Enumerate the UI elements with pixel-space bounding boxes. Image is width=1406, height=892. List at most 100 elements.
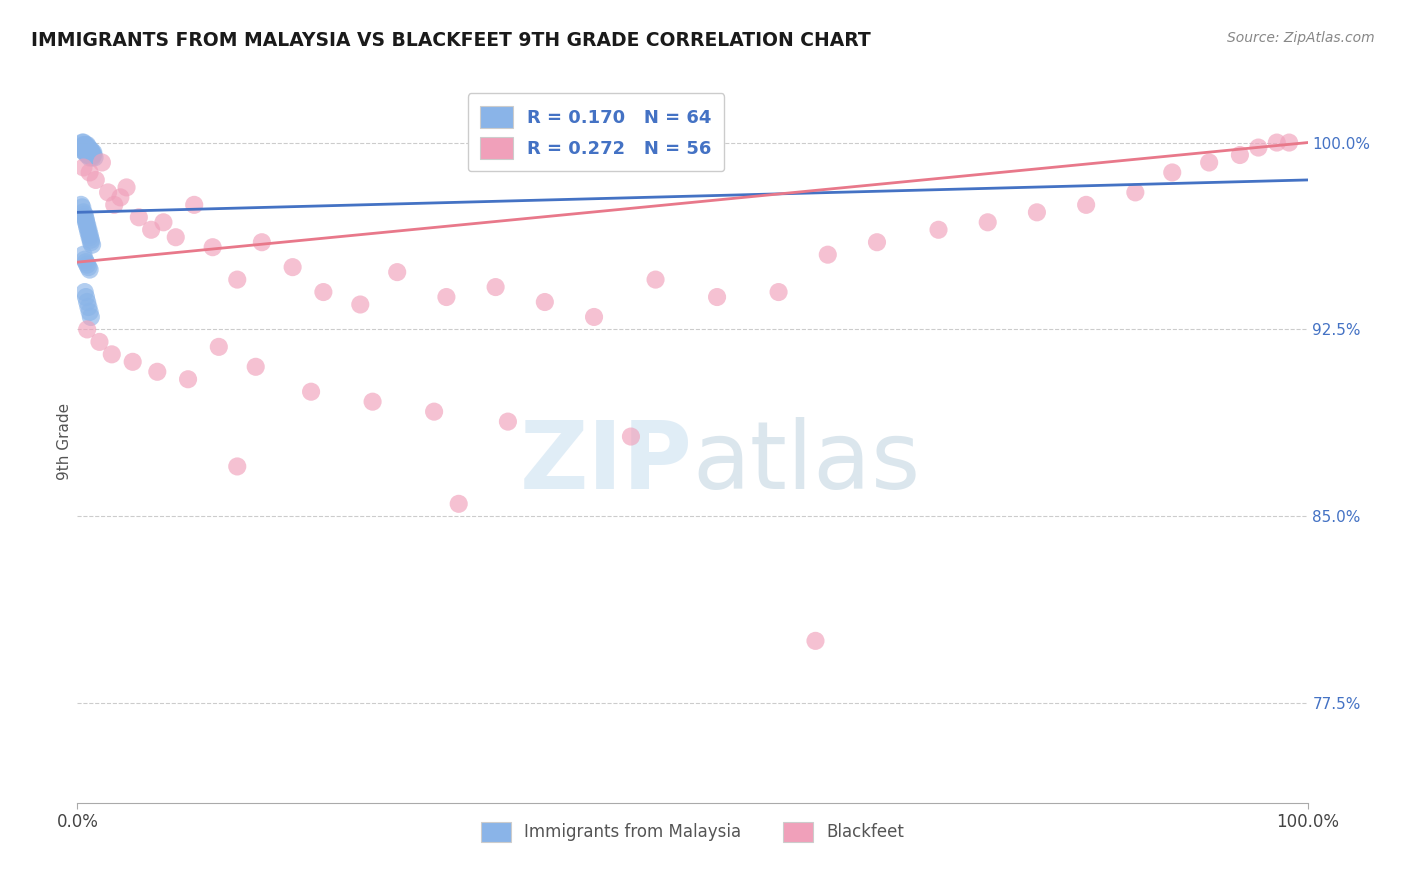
Point (70, 198, 93, 212)
Point (115, 180, 138, 194)
Point (76, 258, 98, 272)
Point (79, 148, 101, 162)
Point (583, 310, 606, 324)
Point (423, 404, 446, 418)
Point (70, 136, 93, 150)
Point (1278, 136, 1301, 150)
Point (1026, 205, 1049, 219)
Point (1076, 198, 1098, 212)
Point (75, 215, 97, 229)
Point (1265, 136, 1288, 150)
Point (90, 155, 114, 169)
Point (76, 322, 98, 336)
Point (1125, 186, 1147, 200)
Point (83, 151, 105, 165)
Point (72, 138, 94, 153)
Point (312, 285, 335, 299)
Point (73, 211, 96, 225)
Point (76, 138, 98, 153)
Point (89, 334, 111, 349)
Point (385, 265, 409, 279)
Point (208, 340, 231, 354)
Point (73, 252, 96, 267)
Point (706, 290, 728, 304)
Text: ZIP: ZIP (520, 417, 693, 509)
Point (79, 227, 101, 242)
Point (79, 143, 101, 157)
Point (73, 145, 96, 160)
Point (73, 143, 96, 157)
Point (73, 208, 96, 222)
Point (768, 285, 790, 299)
Point (349, 297, 371, 311)
Point (77, 300, 100, 314)
Point (73, 140, 96, 154)
Point (77, 225, 100, 239)
Point (101, 347, 124, 361)
Point (250, 235, 273, 250)
Point (110, 190, 132, 204)
Legend: Immigrants from Malaysia, Blackfeet: Immigrants from Malaysia, Blackfeet (474, 815, 911, 848)
Point (82, 237, 104, 252)
Point (928, 223, 950, 237)
Point (70, 140, 93, 154)
Point (82, 148, 104, 162)
Point (496, 415, 519, 429)
Point (77, 143, 100, 157)
Point (76, 145, 98, 160)
Point (80, 235, 103, 250)
Point (77, 260, 100, 274)
Point (804, 633, 827, 648)
Point (75, 145, 97, 160)
Point (80, 310, 103, 324)
Point (620, 429, 643, 443)
Point (75, 140, 97, 154)
Point (146, 365, 169, 379)
Point (485, 280, 508, 294)
Point (177, 372, 200, 386)
Point (80, 145, 103, 160)
Point (80, 148, 103, 162)
Point (82, 145, 104, 160)
Point (70, 200, 93, 214)
Point (436, 290, 458, 304)
Point (1247, 140, 1270, 154)
Point (84, 173, 107, 187)
Point (76, 295, 98, 310)
Point (76, 220, 98, 235)
Point (226, 459, 249, 474)
Point (75, 290, 97, 304)
Point (183, 198, 205, 212)
Point (77, 145, 100, 160)
Point (82, 151, 104, 165)
Point (76, 218, 98, 232)
Point (75, 143, 97, 157)
Point (77, 140, 100, 154)
Point (866, 235, 889, 250)
Point (79, 262, 101, 277)
Point (121, 355, 143, 369)
Point (77, 148, 100, 162)
Point (79, 145, 101, 160)
Text: atlas: atlas (693, 417, 921, 509)
Point (299, 384, 322, 399)
Point (141, 223, 163, 237)
Point (73, 138, 96, 153)
Point (75, 255, 97, 269)
Point (79, 165, 101, 179)
Text: Source: ZipAtlas.com: Source: ZipAtlas.com (1227, 31, 1375, 45)
Point (152, 215, 174, 229)
Point (76, 140, 98, 154)
Point (1229, 148, 1251, 162)
Text: IMMIGRANTS FROM MALAYSIA VS BLACKFEET 9TH GRADE CORRELATION CHART: IMMIGRANTS FROM MALAYSIA VS BLACKFEET 9T… (31, 31, 870, 50)
Point (77, 223, 100, 237)
Point (70, 143, 93, 157)
Point (72, 248, 94, 262)
Point (80, 143, 103, 157)
Point (79, 151, 101, 165)
Point (245, 359, 267, 374)
Point (76, 148, 98, 162)
Point (76, 143, 98, 157)
Point (75, 212, 97, 227)
Point (79, 230, 101, 244)
